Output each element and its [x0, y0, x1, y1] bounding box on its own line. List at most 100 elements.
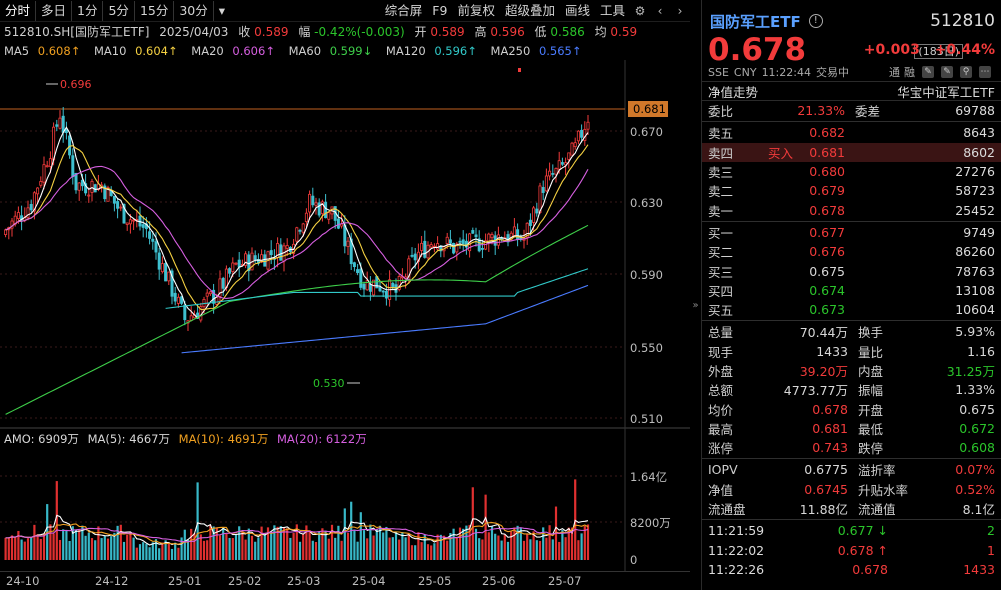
f9-button[interactable]: F9: [432, 2, 448, 18]
stat-label: 现手: [708, 344, 734, 360]
volume-bars: [4, 479, 590, 560]
ask-volume: 25452: [955, 202, 995, 218]
nav-row[interactable]: 净值走势 华宝中证军工ETF: [702, 81, 1001, 101]
link-icon[interactable]: ⚲: [960, 66, 972, 78]
range-label: 幅: [298, 25, 311, 39]
symbol-label: 512810.SH[国防军工ETF]: [4, 25, 150, 39]
time-axis: 24-10 24-12 25-01 25-02 25-03 25-04 25-0…: [0, 571, 690, 589]
ask-row[interactable]: 卖三 0.680 27276: [702, 162, 1001, 181]
composite-screen-button[interactable]: 综合屏: [384, 2, 423, 18]
pen-icon[interactable]: ✎: [941, 66, 953, 78]
tab-multiday[interactable]: 多日: [36, 0, 73, 21]
amo-ma5: MA(5): 4667万: [87, 432, 170, 446]
bid-price: 0.676: [809, 244, 845, 260]
stat-row: 均价 0.678 开盘 0.675: [702, 399, 1001, 418]
tab-intraday[interactable]: 分时: [0, 0, 37, 21]
tong-badge: 通: [889, 66, 900, 79]
tab-1min[interactable]: 1分: [72, 0, 104, 21]
bid-row[interactable]: 买四 0.674 13108: [702, 281, 1001, 300]
bid-row[interactable]: 买五 0.673 10604: [702, 300, 1001, 319]
period-dropdown-icon[interactable]: ▾: [218, 2, 226, 18]
buy-tag[interactable]: 买入: [768, 145, 794, 161]
weicha-label: 委差: [855, 104, 881, 120]
avg-value: 0.59: [610, 25, 638, 39]
ask-row[interactable]: 卖五 0.682 8643: [702, 123, 1001, 142]
stat-label: 量比: [858, 344, 884, 360]
avg-label: 均: [594, 25, 607, 39]
amo-indicator-row: AMO: 6909万 MA(5): 4667万 MA(10): 4691万 MA…: [4, 431, 372, 447]
stat-label: 内盘: [858, 364, 884, 379]
weibi-value: 21.33%: [797, 103, 845, 119]
bid-row[interactable]: 买二 0.676 86260: [702, 242, 1001, 261]
stat-value: 0.6745: [804, 481, 848, 497]
bid-volume: 9749: [963, 224, 995, 240]
stat-row: 净值 0.6745 升贴水率 0.52%: [702, 480, 1001, 499]
stat-value: 5.93%: [955, 324, 995, 340]
stats-table: 总量 70.44万 换手 5.93% 现手 1433 量比 1.16 外盘 39.20万 内盘 31.…: [702, 322, 1001, 457]
tick-time: 11:22:26: [708, 562, 765, 578]
super-overlay-button[interactable]: 超级叠加: [504, 2, 555, 18]
vol-tick-mid: 8200万: [630, 516, 671, 530]
bid-row[interactable]: 买一 0.677 9749: [702, 223, 1001, 242]
amo-ma20: MA(20): 6122万: [277, 432, 367, 446]
last-price: 0.678: [708, 32, 807, 68]
stat-value: 11.88亿: [799, 502, 848, 518]
collapse-panel-icon[interactable]: »: [692, 300, 699, 311]
ma120-label: MA120 0.596↑: [385, 44, 477, 58]
stat-label: 流通值: [858, 502, 896, 518]
ask-label: 卖四: [708, 145, 734, 161]
tab-30min[interactable]: 30分: [174, 0, 214, 21]
stat-label: 换手: [858, 325, 884, 341]
gear-icon[interactable]: ⚙: [634, 3, 646, 18]
ask-volume: 8602: [963, 144, 995, 160]
change-percent: +0.44%: [934, 42, 995, 58]
stat-label: 流通盘: [708, 502, 746, 518]
stat-label: IOPV: [708, 462, 738, 478]
tools-button[interactable]: 工具: [599, 2, 625, 18]
current-price-label: 0.681: [633, 102, 666, 116]
tick-price: 0.678: [852, 562, 888, 578]
tab-5min[interactable]: 5分: [103, 0, 135, 21]
current-price-marker: [628, 101, 668, 117]
info-icon[interactable]: !: [808, 14, 823, 28]
fund-name[interactable]: 国防军工ETF: [710, 12, 801, 31]
tick-row: 11:22:02 0.678 ↑ 1: [702, 541, 1001, 561]
ask-price: 0.678: [809, 202, 845, 218]
ask-row[interactable]: 卖四 买入 0.681 8602: [702, 142, 1001, 162]
exchange-label: SSE: [708, 65, 729, 79]
ask-label: 卖三: [708, 165, 734, 181]
tick-row: 11:22:26 0.678 1433: [702, 560, 1001, 580]
kline-chart[interactable]: 0.681 0.670 0.630 0.590 0.550 0.510 1.64…: [0, 60, 690, 571]
tab-15min[interactable]: 15分: [135, 0, 175, 21]
tick-volume: 1: [987, 542, 995, 558]
bid-volume: 13108: [955, 282, 995, 298]
forward-adjust-button[interactable]: 前复权: [457, 2, 495, 18]
price-tick-0670: 0.670: [630, 125, 663, 139]
tick-volume: 1433: [963, 562, 995, 578]
nav-trend-label[interactable]: 净值走势: [708, 84, 759, 100]
ask-row[interactable]: 卖一 0.678 25452: [702, 200, 1001, 219]
stat-value: 0.743: [812, 440, 848, 456]
chevron-right-icon[interactable]: ›: [677, 3, 683, 18]
x-tick-2504: 25-04: [352, 574, 386, 588]
stat-value: 8.1亿: [962, 502, 995, 518]
bid-price: 0.675: [809, 263, 845, 279]
edit-icon[interactable]: ✎: [922, 66, 934, 78]
bid-price: 0.677: [809, 224, 845, 240]
more-icon[interactable]: ⋯: [979, 66, 991, 78]
ask-volume: 8643: [963, 125, 995, 141]
bid-row[interactable]: 买三 0.675 78763: [702, 261, 1001, 280]
days-count-badge[interactable]: (183日): [914, 44, 963, 59]
tracking-index-label[interactable]: 华宝中证军工ETF: [897, 84, 995, 100]
draw-line-button[interactable]: 画线: [564, 2, 590, 18]
status-label: 交易中: [815, 66, 849, 79]
ask-row[interactable]: 卖二 0.679 58723: [702, 181, 1001, 200]
bid-price: 0.673: [809, 302, 845, 318]
tick-volume: 2: [987, 523, 995, 539]
stat-row: IOPV 0.6775 溢折率 0.07%: [702, 460, 1001, 479]
ma20-label: MA20 0.606↑: [191, 44, 275, 58]
chevron-left-icon[interactable]: ‹: [657, 3, 663, 18]
price-change: +0.003 +0.44%: [854, 42, 995, 58]
weibi-label: 委比: [708, 104, 734, 120]
stat-row: 最高 0.681 最低 0.672: [702, 419, 1001, 438]
